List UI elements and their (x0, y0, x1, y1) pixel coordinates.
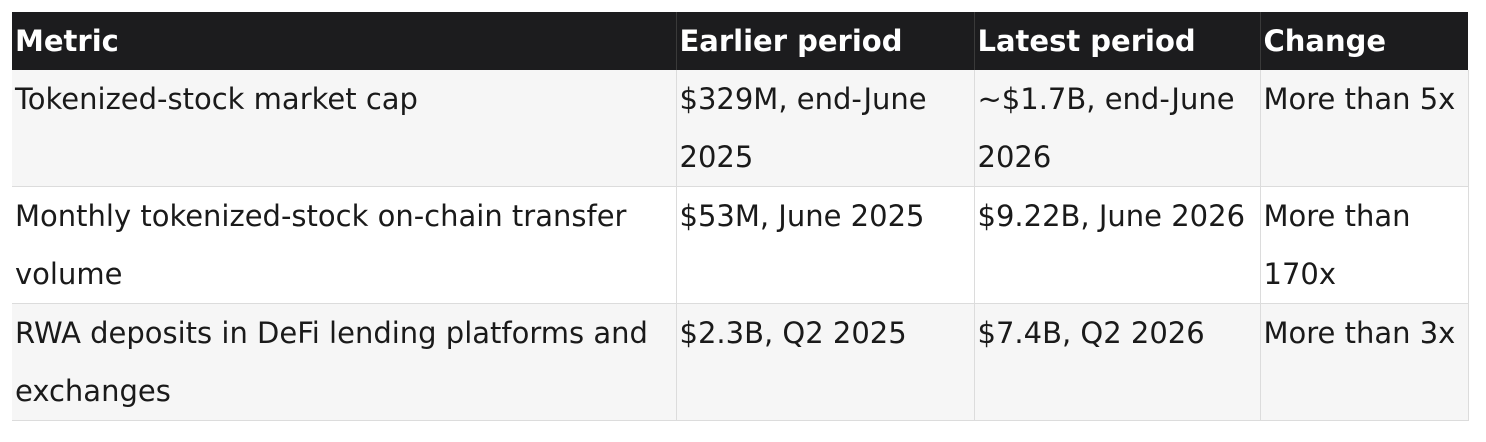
cell-metric: Tokenized-stock market cap (12, 70, 677, 187)
header-earlier-period: Earlier period (676, 12, 975, 70)
header-metric: Metric (12, 12, 677, 70)
header-row: Metric Earlier period Latest period Chan… (12, 12, 1468, 70)
cell-change: More than 3x (1260, 303, 1469, 421)
table-row: Monthly tokenized-stock on-chain transfe… (12, 186, 1469, 304)
cell-change: More than 5x (1260, 70, 1469, 187)
cell-metric: Monthly tokenized-stock on-chain transfe… (12, 186, 677, 304)
cell-earlier-period: $53M, June 2025 (676, 186, 975, 304)
cell-latest-period: $9.22B, June 2026 (974, 186, 1261, 304)
cell-latest-period: $7.4B, Q2 2026 (974, 303, 1261, 421)
table-header: Metric Earlier period Latest period Chan… (12, 12, 1468, 70)
table-body: Tokenized-stock market cap $329M, end-Ju… (12, 70, 1469, 421)
cell-earlier-period: $329M, end-June 2025 (676, 70, 975, 187)
table-row: RWA deposits in DeFi lending platforms a… (12, 303, 1469, 421)
metrics-table-container: Metric Earlier period Latest period Chan… (12, 12, 1469, 421)
cell-latest-period: ~$1.7B, end-June 2026 (974, 70, 1261, 187)
header-latest-period: Latest period (974, 12, 1261, 70)
cell-change: More than 170x (1260, 186, 1469, 304)
cell-metric: RWA deposits in DeFi lending platforms a… (12, 303, 677, 421)
metrics-table: Metric Earlier period Latest period Chan… (12, 12, 1469, 421)
cell-earlier-period: $2.3B, Q2 2025 (676, 303, 975, 421)
header-change: Change (1260, 12, 1468, 70)
table-row: Tokenized-stock market cap $329M, end-Ju… (12, 70, 1469, 187)
